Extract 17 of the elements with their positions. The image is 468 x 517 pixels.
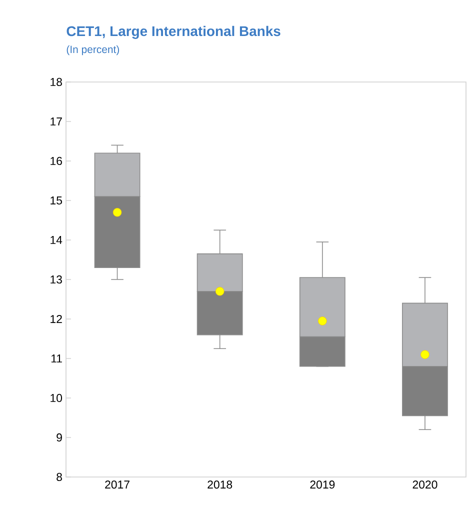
y-tick-label: 13 (50, 275, 62, 284)
chart-title: CET1, Large International Banks (66, 26, 280, 39)
x-tick-label: 2019 (310, 480, 335, 489)
y-tick-label: 18 (50, 78, 62, 86)
x-tick-label: 2020 (412, 480, 438, 489)
y-tick-label: 14 (50, 236, 62, 244)
y-tick-label: 12 (50, 314, 62, 323)
y-tick-label: 15 (50, 196, 62, 204)
x-tick-label: 2017 (105, 480, 130, 489)
x-tick-label: 2018 (208, 480, 232, 489)
y-tick-label: 17 (50, 118, 62, 126)
y-tick-label: 11 (51, 354, 62, 362)
chart-subtitle: (In percent) (66, 45, 120, 56)
y-tick-label: 8 (56, 472, 62, 482)
y-tick-label: 10 (50, 394, 62, 402)
y-tick-label: 16 (50, 156, 62, 166)
y-tick-label: 9 (56, 433, 62, 442)
